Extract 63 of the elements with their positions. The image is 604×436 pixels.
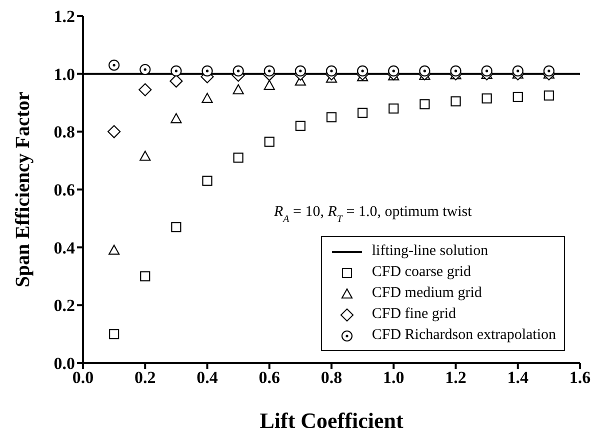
y-tick-label: 0.8 — [54, 122, 75, 142]
point — [140, 150, 151, 161]
point — [108, 244, 120, 255]
point — [388, 103, 399, 114]
point — [108, 125, 121, 138]
point — [295, 120, 306, 131]
point — [512, 92, 523, 102]
point — [358, 108, 368, 118]
legend-label: CFD coarse grid — [372, 263, 472, 282]
y-tick-label: 1.0 — [54, 64, 75, 84]
point — [171, 222, 182, 232]
point — [544, 90, 554, 101]
y-tick-label: 1.2 — [54, 7, 75, 26]
y-tick-label: 0.4 — [54, 238, 76, 258]
x-tick-label: 0.0 — [72, 368, 94, 388]
point — [138, 83, 152, 96]
x-tick-label: 0.6 — [258, 368, 280, 388]
point — [233, 152, 244, 163]
point — [140, 271, 150, 282]
point — [109, 329, 120, 340]
point — [232, 84, 244, 94]
point — [202, 92, 213, 103]
point — [202, 65, 213, 76]
point — [264, 65, 275, 76]
x-tick-label: 0.4 — [196, 368, 218, 388]
point — [543, 65, 554, 76]
x-tick-label: 1.6 — [569, 368, 591, 388]
point — [170, 113, 182, 124]
x-tick-label: 1.4 — [507, 368, 529, 388]
point — [108, 60, 120, 71]
y-tick-label: 0.0 — [54, 354, 75, 374]
point — [357, 65, 368, 76]
point — [420, 99, 430, 110]
point — [170, 65, 182, 76]
legend-label: CFD fine grid — [372, 305, 456, 324]
y-tick-label: 0.2 — [54, 296, 75, 316]
point — [388, 65, 400, 76]
point — [264, 80, 275, 90]
point — [481, 65, 492, 76]
point — [450, 65, 462, 76]
point — [512, 65, 524, 76]
annotation: R$_{A}$ = 10, R$_{T}$ = 1.0, optimum twist — [273, 204, 473, 224]
x-tick-label: 0.2 — [134, 368, 156, 388]
point — [482, 93, 492, 104]
x-tick-label: 0.8 — [320, 368, 342, 388]
y-axis-title: Span Efficiency Factor — [12, 92, 34, 288]
point — [170, 74, 183, 88]
y-tick-label: 0.6 — [54, 180, 75, 200]
point — [450, 96, 461, 106]
point — [294, 65, 306, 76]
point — [232, 65, 244, 76]
point — [419, 65, 430, 76]
point — [202, 176, 212, 186]
point — [326, 65, 338, 76]
legend-label: CFD medium grid — [372, 284, 482, 303]
legend-label: CFD Richardson extrapolation — [372, 326, 556, 345]
x-axis-title: Lift Coefficient — [260, 408, 404, 433]
point — [140, 64, 151, 76]
point — [326, 112, 337, 122]
point — [264, 136, 274, 147]
x-tick-label: 1.2 — [445, 368, 466, 388]
x-tick-label: 1.0 — [383, 368, 404, 388]
legend-label: lifting-line solution — [372, 242, 488, 261]
